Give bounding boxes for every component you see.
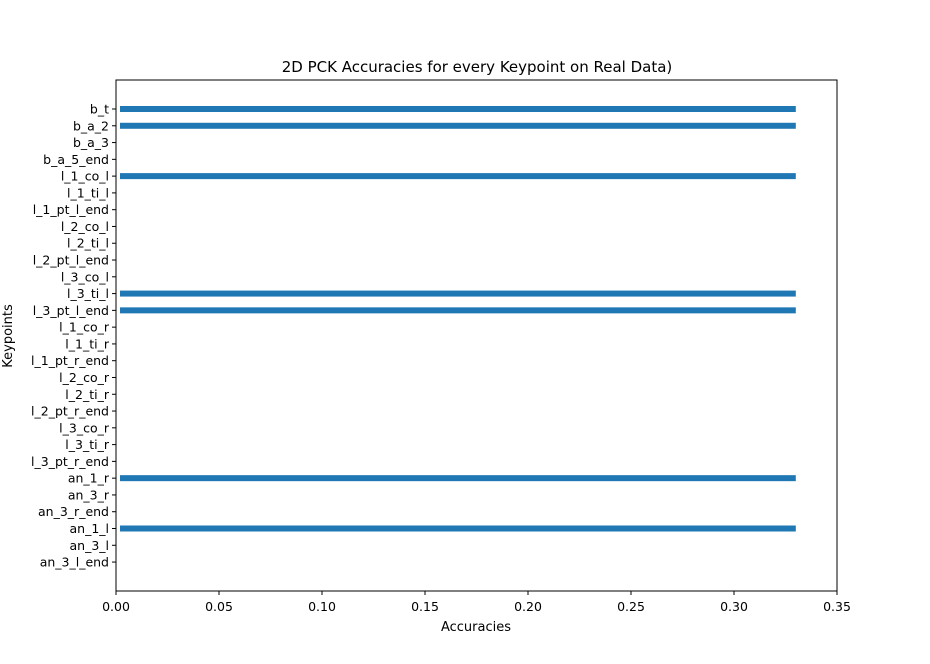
bar-an_1_r — [120, 475, 796, 482]
y-tick-label: l_3_ti_l — [67, 286, 109, 301]
y-tick-label: an_3_l_end — [40, 555, 109, 570]
plot-frame — [115, 79, 838, 592]
bar-an_1_l — [120, 525, 796, 532]
y-tick-label: l_2_pt_l_end — [33, 253, 109, 268]
y-tick-label: l_2_ti_r — [65, 387, 110, 402]
x-tick-label: 0.00 — [102, 599, 130, 614]
y-axis-label: Keypoints — [1, 304, 16, 368]
chart-title: 2D PCK Accuracies for every Keypoint on … — [282, 58, 673, 76]
x-tick-label: 0.30 — [720, 599, 748, 614]
y-tick-label: l_1_pt_r_end — [31, 353, 109, 368]
y-tick-label: l_3_co_l — [61, 269, 109, 284]
y-tick-label: an_3_r — [68, 487, 110, 502]
y-tick-label: b_a_2 — [73, 118, 109, 133]
bars-group — [120, 106, 796, 532]
x-tick-label: 0.20 — [514, 599, 542, 614]
x-axis-label: Accuracies — [441, 620, 511, 635]
y-tick-label: l_3_co_r — [59, 420, 110, 435]
x-tick-label: 0.10 — [308, 599, 336, 614]
y-tick-label: l_1_ti_l — [67, 185, 109, 200]
bar-b_a_2 — [120, 122, 796, 129]
y-tick-label: an_3_l — [69, 538, 109, 553]
bar-l_3_pt_l_end — [120, 307, 796, 314]
y-tick-label: l_2_pt_r_end — [31, 404, 109, 419]
y-tick-label: an_3_r_end — [38, 504, 109, 519]
y-tick-label: l_2_co_l — [61, 219, 109, 234]
y-tick-label: l_1_ti_r — [65, 336, 110, 351]
x-tick-label: 0.35 — [823, 599, 851, 614]
bar-l_3_ti_l — [120, 290, 796, 297]
y-tick-label: b_a_5_end — [43, 152, 109, 167]
x-tick-label: 0.15 — [411, 599, 439, 614]
y-tick-label: l_3_ti_r — [65, 437, 110, 452]
y-tick-label: b_t — [90, 102, 109, 117]
y-tick-label: an_1_l — [69, 521, 109, 536]
x-axis: 0.00 0.05 0.10 0.15 0.20 0.25 0.30 0.35 — [102, 591, 851, 614]
x-tick-label: 0.05 — [205, 599, 233, 614]
y-tick-label: l_2_co_r — [59, 370, 110, 385]
y-tick-label: b_a_3 — [73, 135, 109, 150]
y-tick-label: l_1_pt_l_end — [33, 202, 109, 217]
y-axis: b_tb_a_2 b_a_3 b_a_5_end l_1_co_ll_1_ti_l l_… — [31, 102, 116, 570]
y-tick-label: an_1_r — [68, 471, 110, 486]
y-tick-label: l_2_ti_l — [67, 236, 109, 251]
x-tick-label: 0.25 — [617, 599, 645, 614]
y-tick-label: l_1_co_l — [61, 169, 109, 184]
bar-b_t — [120, 106, 796, 112]
y-tick-label: l_3_pt_r_end — [31, 454, 109, 469]
y-tick-label: l_1_co_r — [59, 320, 110, 335]
bar-l_1_co_l — [120, 173, 796, 180]
y-tick-label: l_3_pt_l_end — [33, 303, 109, 318]
